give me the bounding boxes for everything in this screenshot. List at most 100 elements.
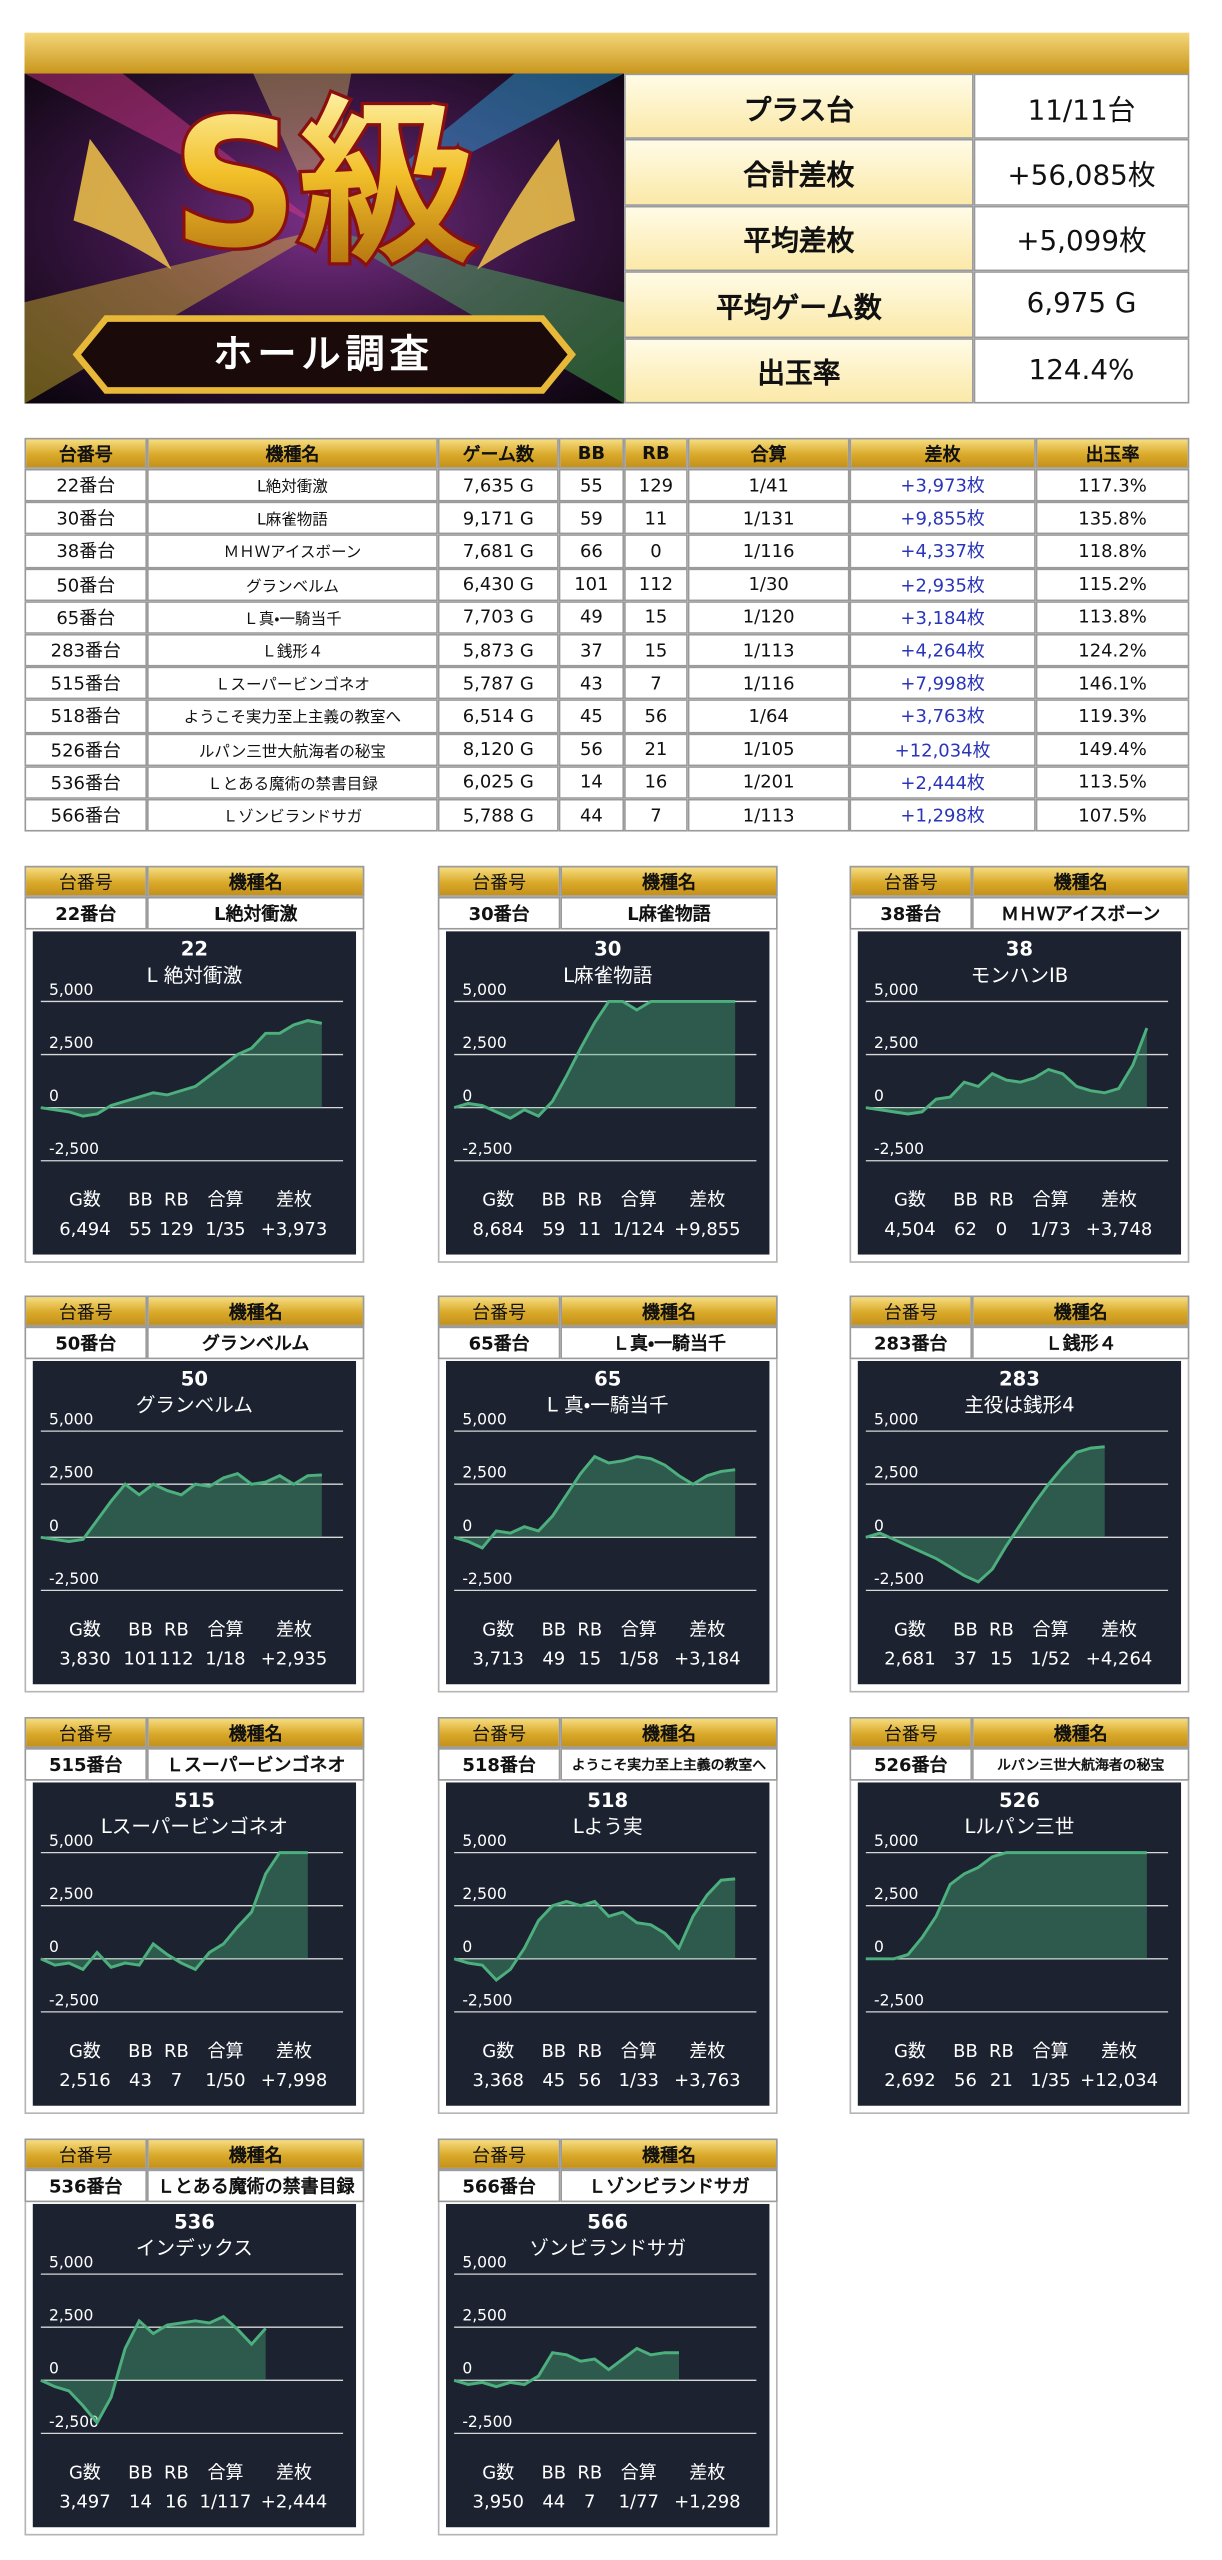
table-cell: 50番台 <box>24 567 148 601</box>
table-cell: L麻雀物語 <box>147 501 438 535</box>
card-model: ようこそ実力至上主義の教室へ <box>560 1748 778 1781</box>
table-cell: 113.5% <box>1035 765 1190 799</box>
y-tick-label: -2,500 <box>874 1570 924 1588</box>
stat-header: BB <box>128 1619 153 1640</box>
stat-value: 2,681 <box>884 1649 935 1670</box>
chart: 38 モンハンIB 5,000 2,500 0 -2,500 G数 4,504 BB 62 RB 0 合… <box>857 931 1182 1255</box>
y-tick-label: -2,500 <box>462 1140 512 1158</box>
y-tick-label: 2,500 <box>49 1885 93 1903</box>
stat-value: +7,998 <box>261 2070 328 2091</box>
card-header: 台番号 <box>849 865 973 897</box>
chart-subtitle: インデックス <box>136 2236 253 2259</box>
chart-background <box>32 1360 357 1685</box>
card-header: 機種名 <box>972 1717 1190 1749</box>
table-header: 台番号 <box>24 437 148 469</box>
chart-background <box>857 931 1182 1255</box>
table-cell: 118.8% <box>1035 534 1190 568</box>
y-tick-label: 5,000 <box>462 981 506 999</box>
area <box>40 1852 308 1970</box>
line <box>453 2346 679 2389</box>
card-header: 台番号 <box>437 1295 561 1327</box>
stat-header: G数 <box>69 2462 101 2483</box>
table-cell: Ｌゾンビランドサガ <box>147 798 438 832</box>
stat-header: G数 <box>894 1190 926 1211</box>
table-cell: 129 <box>624 468 688 502</box>
card-header: 台番号 <box>437 1717 561 1749</box>
table-cell: 22番台 <box>24 468 148 502</box>
table-cell: 515番台 <box>24 666 148 700</box>
stat-value: 4,504 <box>884 1219 935 1240</box>
card-number: 38番台 <box>849 896 973 930</box>
table-cell: 49 <box>558 600 625 634</box>
chart-background <box>445 1360 770 1685</box>
table-cell: 38番台 <box>24 534 148 568</box>
stat-value: 14 <box>129 2492 152 2513</box>
banner: S級 ホール調査 <box>24 73 625 404</box>
table-cell: +4,264枚 <box>849 633 1036 667</box>
stat-value: 49 <box>542 1649 565 1670</box>
stat-value: 44 <box>542 2492 565 2513</box>
stat-header: 合算 <box>207 2041 243 2062</box>
stat-value: 62 <box>954 1219 977 1240</box>
area <box>40 1020 322 1117</box>
table-cell: 6,514 G <box>437 699 559 733</box>
stat-header: 合算 <box>1032 1190 1068 1211</box>
stat-header: BB <box>128 2462 153 2483</box>
line <box>40 2314 267 2426</box>
chart-subtitle: ゾンビランドサガ <box>529 2236 686 2259</box>
table-cell: 14 <box>558 765 625 799</box>
card-model: Ｌ真・一騎当千 <box>560 1326 778 1360</box>
card-number: 515番台 <box>24 1748 148 1781</box>
card-header: 機種名 <box>560 1717 778 1749</box>
table-cell: 526番台 <box>24 732 148 766</box>
summary-value: 6,975 G <box>973 271 1190 338</box>
table-cell: 59 <box>558 501 625 535</box>
chart-background <box>445 1782 770 2106</box>
stat-value: 2,692 <box>884 2070 935 2091</box>
stat-header: 合算 <box>621 2041 657 2062</box>
stat-header: 合算 <box>621 2462 657 2483</box>
table-cell: +3,184枚 <box>849 600 1036 634</box>
stat-header: RB <box>989 2041 1014 2062</box>
stat-value: +3,763 <box>674 2070 741 2091</box>
table-cell: 115.2% <box>1035 567 1190 601</box>
table-cell: 15 <box>624 633 688 667</box>
stat-header: G数 <box>482 1619 514 1640</box>
y-tick-label: 0 <box>462 2360 472 2378</box>
table-cell: 7,703 G <box>437 600 559 634</box>
card-header: 台番号 <box>24 1295 148 1327</box>
table-cell: 149.4% <box>1035 732 1190 766</box>
chart-title: 38 <box>1006 938 1033 961</box>
table-header: RB <box>624 437 688 469</box>
card-header: 機種名 <box>147 865 365 897</box>
card-header: 機種名 <box>147 1295 365 1327</box>
stat-header: BB <box>953 1190 978 1211</box>
card-model: L絶対衝激 <box>147 896 365 930</box>
stat-header: RB <box>989 1190 1014 1211</box>
stat-value: 1/33 <box>619 2070 659 2091</box>
chart-subtitle: Lルパン三世 <box>964 1815 1074 1838</box>
chart-subtitle: Lよう実 <box>573 1815 643 1838</box>
summary-label: 平均ゲーム数 <box>624 271 974 338</box>
table-cell: グランベルム <box>147 567 438 601</box>
chart-title: 526 <box>999 1789 1040 1812</box>
stat-header: 差枚 <box>689 1619 725 1640</box>
chart-background <box>32 1782 357 2106</box>
table-cell: 0 <box>624 534 688 568</box>
stat-header: BB <box>541 1190 566 1211</box>
table-cell: 1/41 <box>687 468 850 502</box>
stat-value: 1/18 <box>205 1649 245 1670</box>
table-cell: 7,681 G <box>437 534 559 568</box>
summary-value: +5,099枚 <box>973 205 1190 272</box>
chart-title: 566 <box>587 2210 628 2233</box>
table-header: 機種名 <box>147 437 438 469</box>
table-cell: 56 <box>558 732 625 766</box>
table-cell: 7 <box>624 666 688 700</box>
table-cell: 146.1% <box>1035 666 1190 700</box>
stat-value: 1/124 <box>613 1219 665 1240</box>
summary-value: +56,085枚 <box>973 139 1190 206</box>
y-tick-label: -2,500 <box>49 1570 99 1588</box>
y-tick-label: 5,000 <box>49 2254 93 2272</box>
table-cell: 101 <box>558 567 625 601</box>
table-cell: 124.2% <box>1035 633 1190 667</box>
